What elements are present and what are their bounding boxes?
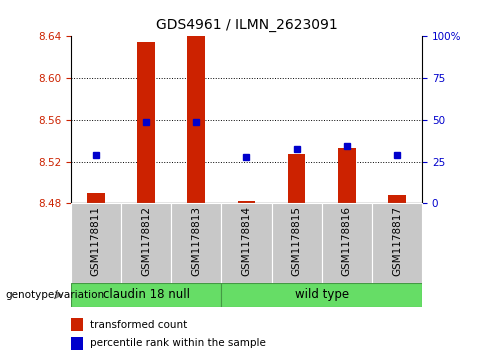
Text: transformed count: transformed count	[90, 319, 187, 330]
Text: claudin 18 null: claudin 18 null	[102, 289, 189, 301]
Text: GSM1178812: GSM1178812	[141, 206, 151, 276]
Bar	[288, 154, 305, 203]
Bar	[271, 203, 322, 283]
Text: GSM1178815: GSM1178815	[292, 206, 302, 276]
Bar	[187, 36, 205, 203]
Bar	[322, 203, 372, 283]
Text: GSM1178814: GSM1178814	[242, 206, 251, 276]
Text: GSM1178813: GSM1178813	[191, 206, 201, 276]
Bar	[171, 203, 222, 283]
Title: GDS4961 / ILMN_2623091: GDS4961 / ILMN_2623091	[156, 19, 337, 33]
Text: percentile rank within the sample: percentile rank within the sample	[90, 338, 266, 348]
Bar	[71, 337, 83, 350]
Bar	[222, 283, 422, 307]
Bar	[137, 41, 155, 203]
Text: GSM1178816: GSM1178816	[342, 206, 352, 276]
Bar	[87, 193, 104, 203]
Bar	[71, 283, 222, 307]
Bar	[238, 201, 255, 203]
Bar	[222, 203, 271, 283]
Bar	[71, 203, 121, 283]
Bar	[121, 203, 171, 283]
Text: GSM1178817: GSM1178817	[392, 206, 402, 276]
Text: genotype/variation: genotype/variation	[5, 290, 104, 300]
Bar	[388, 195, 406, 203]
Bar	[372, 203, 422, 283]
Bar	[71, 318, 83, 331]
Bar	[338, 148, 356, 203]
Text: GSM1178811: GSM1178811	[91, 206, 101, 276]
Text: wild type: wild type	[295, 289, 349, 301]
